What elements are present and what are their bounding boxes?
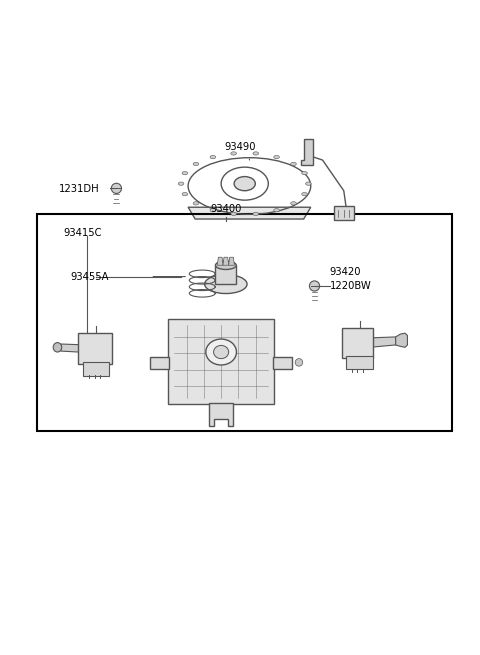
Ellipse shape (231, 152, 237, 155)
Ellipse shape (234, 177, 255, 191)
Ellipse shape (302, 193, 307, 196)
Text: 93455A: 93455A (70, 272, 108, 282)
Text: 93415C: 93415C (63, 228, 102, 238)
Polygon shape (216, 265, 236, 284)
Ellipse shape (206, 339, 237, 365)
Polygon shape (223, 257, 228, 265)
Ellipse shape (53, 343, 62, 352)
Circle shape (310, 281, 320, 291)
Ellipse shape (306, 182, 311, 185)
Ellipse shape (182, 193, 188, 196)
Polygon shape (209, 403, 233, 426)
FancyBboxPatch shape (78, 333, 112, 364)
Text: 93420: 93420 (330, 267, 361, 277)
FancyBboxPatch shape (335, 206, 354, 220)
Ellipse shape (178, 182, 184, 185)
Bar (37, 214, 452, 431)
Text: 1231DH: 1231DH (59, 184, 99, 195)
Polygon shape (396, 333, 408, 347)
Ellipse shape (231, 212, 237, 215)
Text: 93400: 93400 (210, 204, 241, 214)
Polygon shape (61, 344, 89, 352)
Ellipse shape (210, 208, 216, 212)
FancyBboxPatch shape (342, 328, 373, 358)
Ellipse shape (204, 274, 247, 293)
FancyBboxPatch shape (84, 362, 109, 375)
Ellipse shape (291, 202, 296, 205)
Ellipse shape (291, 162, 296, 166)
Ellipse shape (253, 152, 259, 155)
Polygon shape (217, 257, 223, 265)
Polygon shape (228, 257, 234, 265)
Polygon shape (301, 139, 313, 165)
Polygon shape (273, 357, 292, 369)
Polygon shape (188, 207, 311, 219)
Text: 1220BW: 1220BW (330, 281, 372, 291)
Ellipse shape (193, 162, 199, 166)
Ellipse shape (302, 172, 307, 175)
Ellipse shape (193, 202, 199, 205)
Circle shape (111, 183, 121, 193)
Polygon shape (367, 337, 396, 347)
Ellipse shape (214, 345, 228, 359)
Circle shape (295, 359, 303, 366)
Text: 93490: 93490 (224, 142, 256, 152)
Ellipse shape (210, 155, 216, 159)
Ellipse shape (274, 208, 279, 212)
FancyBboxPatch shape (346, 356, 372, 369)
Ellipse shape (274, 155, 279, 159)
FancyBboxPatch shape (168, 319, 275, 404)
Polygon shape (150, 357, 169, 369)
Ellipse shape (182, 172, 188, 175)
Ellipse shape (216, 261, 236, 269)
Ellipse shape (253, 212, 259, 215)
